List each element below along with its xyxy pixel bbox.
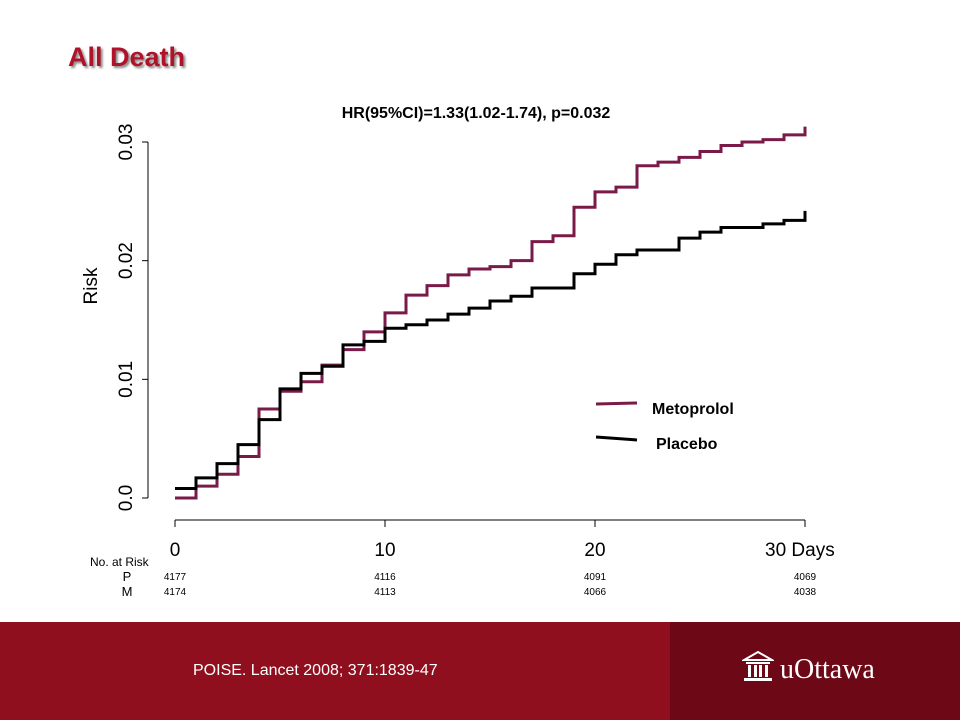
at-risk-value: 4113 [374, 587, 396, 598]
at-risk-value: 4116 [374, 572, 396, 583]
at-risk-value: 4069 [794, 572, 817, 583]
uottawa-logo: uOttawa [740, 650, 875, 689]
y-tick-label: 0.01 [116, 361, 137, 398]
footer-bar: POISE. Lancet 2008; 371:1839-47 uOttawa [0, 622, 960, 720]
university-building-icon [740, 650, 776, 689]
y-tick-label: 0.03 [116, 124, 137, 161]
km-chart: HR(95%CI)=1.33(1.02-1.74), p=0.032 Risk … [81, 105, 835, 599]
footer-logo-panel: uOttawa [670, 622, 960, 720]
x-tick-label: 10 [374, 540, 395, 561]
at-risk-row-label: P [123, 569, 132, 584]
x-tick-label: 30 Days [765, 540, 835, 561]
legend-swatch-placebo [595, 435, 638, 442]
y-axis-label: Risk [81, 267, 102, 304]
at-risk-value: 4038 [794, 587, 817, 598]
legend-swatch-metoprolol [595, 401, 638, 406]
at-risk-row-label: M [122, 584, 133, 599]
legend-label-placebo: Placebo [656, 436, 718, 453]
legend-label-metoprolol: Metoprolol [652, 401, 734, 418]
series-line-placebo [175, 210, 807, 491]
logo-text: uOttawa [780, 653, 875, 685]
x-tick-label: 20 [584, 540, 605, 561]
slide-title: All Death [68, 42, 186, 72]
at-risk-value: 4177 [164, 572, 187, 583]
y-tick-label: 0.02 [116, 242, 137, 279]
at-risk-value: 4091 [584, 572, 607, 583]
chart-title: HR(95%CI)=1.33(1.02-1.74), p=0.032 [342, 105, 611, 122]
citation: POISE. Lancet 2008; 371:1839-47 [193, 662, 438, 679]
x-tick-label: 0 [170, 540, 181, 561]
legend: Metoprolol Placebo [595, 401, 734, 453]
axes: 0.0 0.01 0.02 0.03 0 10 20 30 Days [116, 124, 835, 561]
at-risk-value: 4174 [164, 587, 187, 598]
at-risk-header: No. at Risk [90, 555, 150, 569]
series-layer [175, 126, 807, 500]
at-risk-value: 4066 [584, 587, 607, 598]
y-tick-label: 0.0 [116, 485, 137, 511]
